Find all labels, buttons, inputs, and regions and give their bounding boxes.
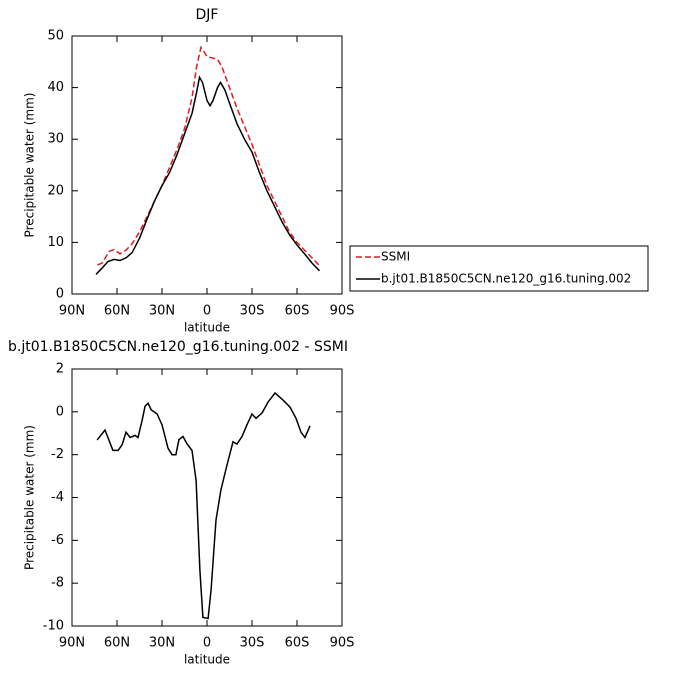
y-tick-label: 40 <box>47 80 64 95</box>
x-tick-label: 0 <box>203 636 211 651</box>
chart-title: DJF <box>196 7 219 23</box>
y-axis-label: Precipitable water (mm) <box>23 93 37 238</box>
plot-frame <box>71 368 343 627</box>
y-tick-label: 30 <box>47 132 64 147</box>
plot-frame <box>71 35 343 295</box>
y-tick-label: 0 <box>56 404 64 419</box>
x-tick-label: 90S <box>330 304 355 319</box>
chart-title: b.jt01.B1850C5CN.ne120_g16.tuning.002 - … <box>8 339 348 355</box>
x-tick-label: 60N <box>104 636 130 651</box>
y-tick-label: 2 <box>56 362 64 377</box>
legend-label: b.jt01.B1850C5CN.ne120_g16.tuning.002 <box>381 272 631 286</box>
y-tick-label: -8 <box>51 576 64 591</box>
y-tick-label: -4 <box>51 490 64 505</box>
x-tick-label: 60S <box>285 636 310 651</box>
data-line <box>95 75 321 275</box>
x-tick-label: 30N <box>149 636 175 651</box>
y-tick-label: 10 <box>47 235 64 250</box>
x-tick-label: 90N <box>59 636 85 651</box>
y-tick-label: 0 <box>56 287 64 302</box>
y-tick-label: 20 <box>47 183 64 198</box>
y-tick-label: -2 <box>51 447 64 462</box>
x-tick-label: 30S <box>240 304 265 319</box>
data-line <box>97 45 321 267</box>
x-tick-label: 0 <box>203 304 211 319</box>
x-tick-label: 30S <box>240 636 265 651</box>
x-tick-label: 60N <box>104 304 130 319</box>
x-tick-label: 30N <box>149 304 175 319</box>
x-tick-label: 90N <box>59 304 85 319</box>
y-tick-label: 50 <box>47 29 64 44</box>
x-tick-label: 60S <box>285 304 310 319</box>
y-axis-label: Precipitable water (mm) <box>23 425 37 570</box>
y-tick-label: -10 <box>43 619 64 634</box>
x-axis-label: latitude <box>184 321 230 335</box>
data-line <box>96 391 311 620</box>
x-tick-label: 90S <box>330 636 355 651</box>
x-axis-label: latitude <box>184 653 230 667</box>
y-tick-label: -6 <box>51 533 64 548</box>
legend-label: SSMI <box>381 250 410 264</box>
legend-box <box>349 245 649 292</box>
